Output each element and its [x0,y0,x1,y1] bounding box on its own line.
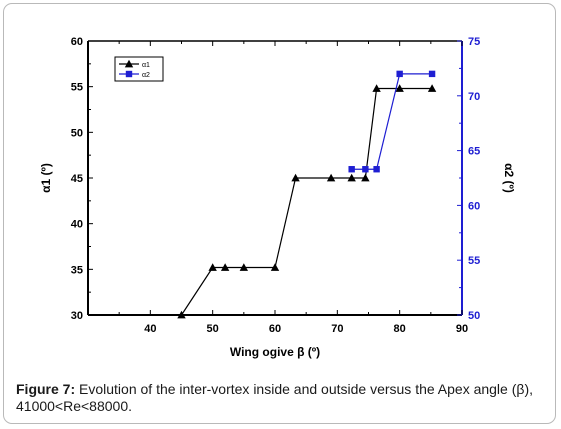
right-y-tick-label: 70 [468,91,480,103]
left-y-tick-label: 50 [71,127,83,139]
legend-marker-alpha1 [124,59,134,68]
x-tick-label: 50 [207,323,219,335]
data-point-alpha1 [270,263,280,271]
caption-label: Figure 7: [16,381,76,397]
data-point-alpha1 [239,263,249,271]
right-y-axis-title: α2 (º) [502,163,516,193]
left-y-tick-label: 55 [71,82,83,94]
left-y-tick-label: 35 [71,264,83,276]
data-point-alpha2 [373,166,380,173]
left-y-tick-label: 30 [71,310,83,322]
data-point-alpha1 [208,263,217,271]
x-tick-label: 60 [269,323,281,335]
data-point-alpha2 [428,70,436,78]
data-point-alpha2 [396,70,403,78]
data-point-alpha1 [427,84,437,92]
right-y-tick-label: 65 [468,146,480,158]
data-point-alpha1 [361,173,370,182]
right-y-tick-label: 60 [468,200,480,212]
left-y-tick-label: 60 [71,36,83,48]
right-y-tick-label: 55 [468,255,480,267]
right-y-tick-label: 75 [468,36,480,48]
data-point-alpha2 [348,166,355,173]
x-axis-title: Wing ogive β (º) [230,345,320,359]
right-y-tick-label: 50 [468,310,480,322]
data-point-alpha1 [347,173,356,182]
data-point-alpha1 [372,84,381,92]
series-line-alpha1 [180,87,433,316]
data-point-alpha1 [326,173,336,182]
data-point-alpha1 [395,84,404,92]
legend-marker-alpha2 [125,70,133,78]
x-tick-label: 40 [144,323,156,335]
figure-frame [3,3,556,424]
caption-text: Evolution of the inter-vortex inside and… [16,381,533,414]
data-point-alpha1 [220,263,230,271]
figure-caption: Figure 7: Evolution of the inter-vortex … [16,381,551,415]
data-point-alpha1 [291,173,300,182]
data-point-alpha1 [177,310,186,319]
left-y-tick-label: 40 [71,219,83,231]
legend-label-alpha1: α1 [142,62,150,69]
x-tick-label: 80 [394,323,406,335]
legend-label-alpha2: α2 [142,72,150,79]
left-y-tick-label: 45 [71,173,83,185]
x-tick-label: 70 [331,323,343,335]
data-point-alpha2 [362,166,369,173]
left-y-axis-title: α1 (º) [39,163,53,193]
legend-box [114,56,164,82]
x-tick-label: 90 [456,323,468,335]
